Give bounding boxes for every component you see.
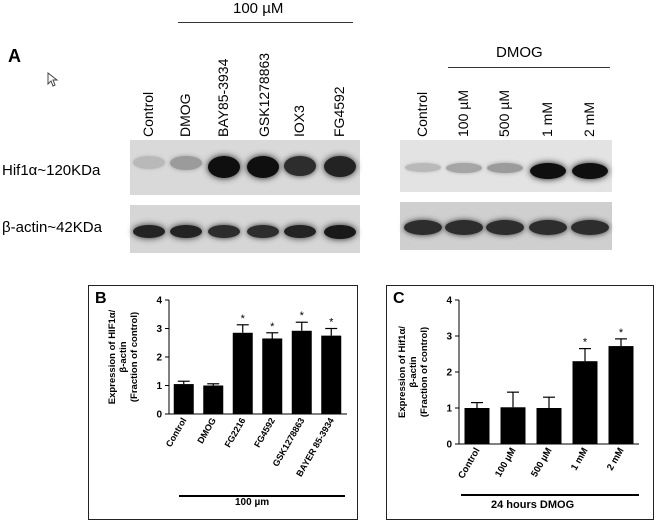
beta-actin-band-right-0 bbox=[404, 220, 442, 235]
chart-b-y-tick-label: 3 bbox=[156, 324, 162, 335]
chart-c-category-label-4: 2 mM bbox=[605, 446, 627, 473]
hif1a-band-left-4 bbox=[284, 156, 316, 176]
chart-c-category-label-0: Control bbox=[456, 446, 482, 481]
right-treatment-header: DMOG bbox=[496, 44, 543, 61]
hif1a-band-left-5 bbox=[324, 156, 356, 177]
panel-a-letter: A bbox=[8, 46, 21, 66]
panel-b-letter: B bbox=[95, 290, 107, 307]
chart-b-category-label-0: Control bbox=[164, 416, 189, 449]
chart-c-y-tick-label: 4 bbox=[446, 296, 452, 307]
hif1a-row-label: Hif1α~120KDa bbox=[2, 162, 101, 179]
chart-c-bar-4 bbox=[608, 346, 634, 444]
chart-b-bar-1 bbox=[203, 385, 224, 414]
hif1a-band-left-0 bbox=[133, 156, 165, 169]
chart-c-y-tick-label: 2 bbox=[446, 368, 452, 379]
left-lane-label-0: Control bbox=[140, 91, 156, 137]
chart-c-bar-3 bbox=[572, 361, 598, 444]
panel-c-letter: C bbox=[393, 290, 405, 307]
left-lane-label-2: BAY85-3934 bbox=[215, 58, 231, 137]
chart-c-y-tick-label: 0 bbox=[446, 440, 452, 451]
chart-b-bar-4 bbox=[291, 330, 312, 414]
hif1a-band-right-2 bbox=[487, 163, 523, 173]
right-lane-label-2: 500 µM bbox=[496, 90, 512, 137]
chart-c-bar-2 bbox=[536, 408, 562, 444]
hif1a-band-right-4 bbox=[572, 163, 608, 179]
hif1a-band-right-3 bbox=[530, 163, 566, 179]
chart-b-bar-0 bbox=[173, 384, 194, 414]
left-lane-label-3: GSK1278863 bbox=[256, 52, 272, 137]
right-lane-label-0: Control bbox=[414, 91, 430, 137]
chart-b-y-axis-label: β-actin bbox=[118, 341, 129, 372]
left-lane-label-5: FG4592 bbox=[331, 86, 347, 137]
panel-c-group-label: 24 hours DMOG bbox=[491, 499, 575, 511]
beta-actin-band-left-4 bbox=[284, 225, 316, 238]
chart-c-y-axis-label: Expression of Hif1α/ bbox=[397, 326, 408, 418]
beta-actin-band-right-4 bbox=[571, 220, 609, 235]
chart-c-y-axis-label: (Fraction of control) bbox=[419, 327, 430, 417]
panel-b-group-label: 100 µm bbox=[235, 497, 270, 508]
chart-b-category-label-3: FG4592 bbox=[252, 416, 277, 449]
hif1a-band-left-1 bbox=[170, 156, 202, 170]
chart-b-y-tick-label: 4 bbox=[156, 296, 162, 307]
left-header-rule bbox=[178, 22, 353, 23]
right-lane-label-4: 2 mM bbox=[581, 102, 597, 137]
chart-c-y-tick-label: 3 bbox=[446, 332, 452, 343]
chart-b-category-label-1: DMOG bbox=[195, 416, 218, 445]
chart-c-y-tick-label: 1 bbox=[446, 404, 452, 415]
hif1a-blot-right bbox=[400, 140, 612, 192]
chart-c-significance-marker: * bbox=[619, 327, 624, 339]
beta-actin-band-left-1 bbox=[170, 225, 202, 238]
chart-b-significance-marker: * bbox=[241, 313, 246, 325]
right-lane-label-1: 100 µM bbox=[455, 90, 471, 137]
chart-b-y-tick-label: 2 bbox=[156, 353, 162, 364]
beta-actin-blot-right bbox=[400, 202, 612, 250]
chart-b-bar-5 bbox=[321, 335, 342, 414]
chart-c-bar-1 bbox=[500, 407, 526, 444]
panel-b-frame: B 0 1 2 3 4 Expression of HIF1α/β-actin (Fract… bbox=[88, 285, 358, 520]
chart-c-y-axis-label: β-actin bbox=[408, 356, 419, 387]
chart-c-category-label-1: 100 µM bbox=[493, 446, 519, 479]
beta-actin-band-left-5 bbox=[324, 225, 356, 239]
chart-b-significance-marker: * bbox=[300, 310, 305, 322]
left-lane-label-4: IOX3 bbox=[291, 105, 307, 137]
chart-b-y-axis-label: (Fraction of control) bbox=[129, 312, 140, 402]
hif1a-blot-left bbox=[130, 140, 360, 195]
beta-actin-band-right-2 bbox=[486, 220, 524, 235]
beta-actin-band-left-0 bbox=[133, 225, 165, 238]
chart-b-y-tick-label: 0 bbox=[156, 410, 162, 421]
panel-c-frame: C 0 1 2 3 4 Expression of Hif1α/β-actin (Fract… bbox=[386, 285, 654, 520]
right-lane-label-3: 1 mM bbox=[539, 102, 555, 137]
beta-actin-band-left-3 bbox=[247, 225, 279, 238]
mouse-cursor-icon bbox=[47, 72, 59, 87]
left-lane-label-1: DMOG bbox=[177, 93, 193, 137]
chart-c-category-label-2: 500 µM bbox=[529, 446, 555, 479]
beta-actin-blot-left bbox=[130, 205, 360, 253]
chart-b-significance-marker: * bbox=[329, 317, 334, 329]
left-treatment-header: 100 µM bbox=[233, 0, 284, 17]
chart-b-y-axis-label: Expression of HIF1α/ bbox=[107, 309, 118, 404]
chart-c-category-label-3: 1 mM bbox=[569, 446, 591, 473]
chart-b-y-tick-label: 1 bbox=[156, 381, 162, 392]
chart-c-bar-0 bbox=[464, 408, 490, 444]
panel-c-bar-chart: 0 1 2 3 4 Expression of Hif1α/β-actin (Fractio… bbox=[397, 296, 639, 496]
beta-actin-band-left-2 bbox=[208, 225, 240, 238]
chart-c-significance-marker: * bbox=[583, 337, 588, 349]
beta-actin-band-right-1 bbox=[445, 220, 483, 235]
hif1a-band-left-2 bbox=[208, 156, 240, 178]
hif1a-band-right-1 bbox=[446, 163, 482, 173]
chart-b-category-label-2: FG2216 bbox=[223, 416, 248, 449]
chart-b-significance-marker: * bbox=[270, 321, 275, 333]
beta-actin-band-right-3 bbox=[529, 220, 567, 235]
chart-b-bar-2 bbox=[232, 332, 253, 414]
chart-b-bar-3 bbox=[262, 338, 283, 414]
hif1a-band-right-0 bbox=[405, 163, 441, 172]
panel-b-bar-chart: 0 1 2 3 4 Expression of HIF1α/β-actin (Fractio… bbox=[107, 296, 347, 497]
hif1a-band-left-3 bbox=[247, 156, 279, 178]
right-header-rule bbox=[448, 67, 610, 68]
beta-actin-row-label: β-actin~42KDa bbox=[2, 219, 102, 236]
